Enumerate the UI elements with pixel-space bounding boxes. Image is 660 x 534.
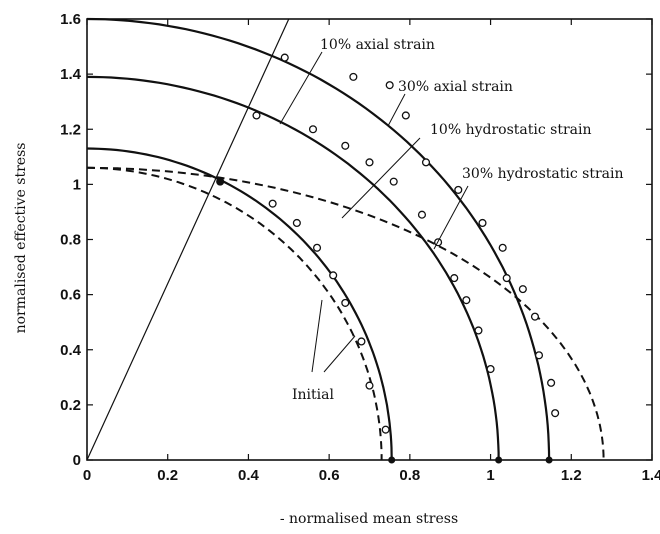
data-point-1-0 <box>252 111 261 120</box>
data-point-1-7 <box>450 274 459 283</box>
data-point-2-7 <box>498 243 507 252</box>
data-point-2-0 <box>280 53 289 62</box>
annotation-10-axial: 10% axial strain <box>320 37 435 53</box>
y-tick-label-2: 0.4 <box>60 342 82 359</box>
data-point-1-5 <box>417 210 427 219</box>
intersection-dot <box>216 178 224 186</box>
x-tick-label-7: 1.4 <box>642 467 660 484</box>
x-tick-label-6: 1.2 <box>561 467 582 484</box>
annotation-30-axial: 30% axial strain <box>398 79 513 95</box>
data-point-1-9 <box>474 326 483 335</box>
data-point-1-4 <box>389 177 398 186</box>
y-tick-label-5: 1 <box>73 176 81 193</box>
data-point-2-2 <box>385 81 394 90</box>
annotation-initial: Initial <box>292 387 334 403</box>
x-tick-label-4: 0.8 <box>399 467 420 484</box>
annotation-30-hydrostatic: 30% hydrostatic strain <box>462 166 623 182</box>
y-tick-label-4: 0.8 <box>60 232 81 249</box>
data-point-1-10 <box>486 364 495 374</box>
solid-curve-1 <box>86 75 500 460</box>
arrow-30-axial <box>387 93 406 127</box>
arrow-30-hydrostatic <box>433 185 469 250</box>
dashed-curve-3 <box>86 166 383 460</box>
y-tick-label-3: 0.6 <box>60 287 81 304</box>
x-axis-label: - normalised mean stress <box>280 511 458 527</box>
reference-line <box>86 18 290 461</box>
y-tick-label-7: 1.4 <box>60 66 82 83</box>
data-point-2-6 <box>478 218 487 228</box>
data-point-2-11 <box>534 351 544 360</box>
data-point-2-8 <box>502 274 511 283</box>
tick-layer: 0 0.2 0.4 0.6 0.8 1 1.2 1.4 0 0.2 0.4 0.6 0.8 1 1.2 1.4… <box>60 11 660 484</box>
data-point-1-8 <box>462 296 471 305</box>
dashed-curve-4 <box>86 166 605 461</box>
data-point-1-3 <box>365 158 374 167</box>
y-axis-label: normalised effective stress <box>13 143 29 334</box>
x-tick-label-0: 0 <box>83 467 91 484</box>
y-tick-label-8: 1.6 <box>60 11 81 28</box>
annotation-arrows <box>279 51 469 373</box>
data-point-2-12 <box>547 378 556 387</box>
solid-curve-2 <box>86 17 551 461</box>
data-point-0-5 <box>341 298 350 307</box>
y-tick-label-0: 0 <box>73 452 81 469</box>
annotation-10-hydrostatic: 10% hydrostatic strain <box>430 122 591 138</box>
x-tick-label-1: 0.2 <box>157 467 178 484</box>
data-point-2-5 <box>454 185 463 194</box>
arrow-initial-b <box>323 335 356 373</box>
data-point-1-1 <box>308 125 318 134</box>
data-point-2-1 <box>349 72 358 81</box>
arrow-10-axial <box>279 51 323 125</box>
data-point-2-9 <box>518 285 527 294</box>
data-point-0-4 <box>329 271 338 280</box>
y-tick-label-6: 1.2 <box>60 121 81 138</box>
data-point-1-2 <box>341 141 350 150</box>
data-point-0-1 <box>268 199 277 208</box>
x-tick-label-2: 0.4 <box>238 467 260 484</box>
data-point-2-3 <box>401 111 410 120</box>
data-point-0-8 <box>381 425 390 434</box>
arrow-initial-a <box>311 299 323 373</box>
arrow-10-hydrostatic <box>341 137 421 219</box>
y-tick-label-1: 0.2 <box>60 397 81 414</box>
data-point-0-7 <box>365 381 374 390</box>
data-point-2-10 <box>530 312 540 321</box>
x-tick-label-5: 1 <box>486 467 494 484</box>
solid-curve-0 <box>86 147 393 461</box>
plot-layer <box>86 17 605 464</box>
data-point-0-2 <box>292 218 301 228</box>
data-point-0-3 <box>312 243 322 252</box>
data-point-2-4 <box>421 158 431 167</box>
x-tick-label-3: 0.6 <box>319 467 340 484</box>
data-point-2-13 <box>551 409 560 418</box>
data-point-0-6 <box>357 337 366 346</box>
